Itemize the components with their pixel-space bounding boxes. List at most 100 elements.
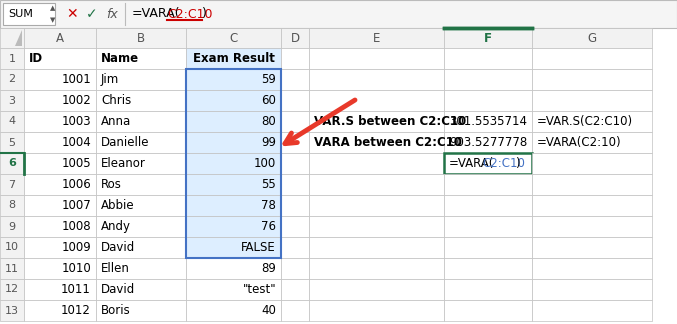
Text: 89: 89 bbox=[261, 262, 276, 275]
Bar bbox=[24, 69, 96, 90]
Text: 60: 60 bbox=[261, 94, 276, 107]
Text: A: A bbox=[56, 31, 64, 44]
Bar bbox=[281, 237, 309, 258]
Text: B: B bbox=[137, 31, 145, 44]
Text: 1007: 1007 bbox=[61, 199, 91, 212]
Bar bbox=[24, 216, 96, 237]
FancyArrowPatch shape bbox=[285, 100, 355, 144]
Bar bbox=[0, 111, 24, 132]
Bar bbox=[309, 28, 444, 48]
Bar bbox=[24, 153, 96, 174]
Bar bbox=[0, 0, 677, 28]
Text: =VARA(C2:10): =VARA(C2:10) bbox=[537, 136, 621, 149]
Bar bbox=[186, 216, 281, 237]
Bar bbox=[309, 153, 444, 174]
Bar bbox=[0, 279, 24, 300]
Text: 1009: 1009 bbox=[61, 241, 91, 254]
Bar bbox=[186, 48, 281, 69]
Bar bbox=[0, 69, 24, 90]
Text: 55: 55 bbox=[261, 178, 276, 191]
Text: SUM: SUM bbox=[8, 9, 33, 19]
Text: 10: 10 bbox=[5, 242, 19, 252]
Bar bbox=[24, 279, 96, 300]
Bar bbox=[281, 28, 309, 48]
Text: 1002: 1002 bbox=[61, 94, 91, 107]
Text: =VAR.S(C2:C10): =VAR.S(C2:C10) bbox=[537, 115, 633, 128]
Bar bbox=[532, 216, 652, 237]
Bar bbox=[281, 300, 309, 321]
Text: 80: 80 bbox=[261, 115, 276, 128]
Bar bbox=[444, 216, 532, 237]
Bar bbox=[281, 111, 309, 132]
Text: Exam Result: Exam Result bbox=[192, 52, 274, 65]
Text: 78: 78 bbox=[261, 199, 276, 212]
Bar bbox=[186, 132, 281, 153]
Bar bbox=[309, 69, 444, 90]
Bar bbox=[186, 153, 281, 174]
Text: Eleanor: Eleanor bbox=[101, 157, 146, 170]
Bar bbox=[96, 216, 186, 237]
Bar bbox=[444, 48, 532, 69]
Bar bbox=[532, 237, 652, 258]
Text: 1: 1 bbox=[9, 53, 16, 64]
Text: E: E bbox=[373, 31, 380, 44]
Bar bbox=[96, 69, 186, 90]
Text: 1012: 1012 bbox=[61, 304, 91, 317]
Text: 7: 7 bbox=[8, 179, 16, 190]
Bar bbox=[0, 300, 24, 321]
Bar bbox=[24, 111, 96, 132]
Text: 76: 76 bbox=[261, 220, 276, 233]
Text: 6: 6 bbox=[8, 158, 16, 168]
Bar bbox=[0, 90, 24, 111]
Text: ▲: ▲ bbox=[50, 6, 56, 11]
Bar bbox=[309, 279, 444, 300]
Text: 1004: 1004 bbox=[61, 136, 91, 149]
Bar bbox=[96, 153, 186, 174]
Bar bbox=[444, 69, 532, 90]
Text: 1006: 1006 bbox=[61, 178, 91, 191]
Text: 1001: 1001 bbox=[61, 73, 91, 86]
Bar bbox=[96, 28, 186, 48]
Text: C2:C10: C2:C10 bbox=[482, 157, 525, 170]
Bar bbox=[0, 48, 24, 69]
Text: Abbie: Abbie bbox=[101, 199, 135, 212]
Bar bbox=[186, 69, 281, 90]
Bar bbox=[281, 279, 309, 300]
Text: Andy: Andy bbox=[101, 220, 131, 233]
Text: Danielle: Danielle bbox=[101, 136, 150, 149]
Bar bbox=[96, 90, 186, 111]
Bar bbox=[309, 258, 444, 279]
Bar bbox=[96, 237, 186, 258]
Bar bbox=[281, 216, 309, 237]
Text: 2: 2 bbox=[8, 75, 16, 85]
Bar bbox=[24, 300, 96, 321]
Text: ID: ID bbox=[29, 52, 43, 65]
Bar bbox=[96, 258, 186, 279]
Bar bbox=[96, 111, 186, 132]
Text: 9: 9 bbox=[8, 222, 16, 232]
Bar bbox=[0, 195, 24, 216]
Bar bbox=[444, 111, 532, 132]
Bar bbox=[281, 69, 309, 90]
Text: 100: 100 bbox=[254, 157, 276, 170]
Bar bbox=[0, 153, 24, 174]
Text: 4: 4 bbox=[8, 117, 16, 126]
Bar bbox=[186, 300, 281, 321]
Bar bbox=[532, 48, 652, 69]
Bar bbox=[186, 90, 281, 111]
Bar bbox=[444, 195, 532, 216]
Bar bbox=[0, 258, 24, 279]
Text: Ros: Ros bbox=[101, 178, 122, 191]
Bar bbox=[186, 174, 281, 195]
Text: ✕: ✕ bbox=[66, 7, 78, 21]
Bar bbox=[532, 174, 652, 195]
Text: G: G bbox=[588, 31, 596, 44]
Text: 13: 13 bbox=[5, 306, 19, 316]
Text: Boris: Boris bbox=[101, 304, 131, 317]
Bar bbox=[309, 174, 444, 195]
Bar bbox=[281, 132, 309, 153]
Bar bbox=[24, 237, 96, 258]
Text: 1003: 1003 bbox=[62, 115, 91, 128]
Bar bbox=[186, 237, 281, 258]
Bar bbox=[186, 69, 281, 258]
